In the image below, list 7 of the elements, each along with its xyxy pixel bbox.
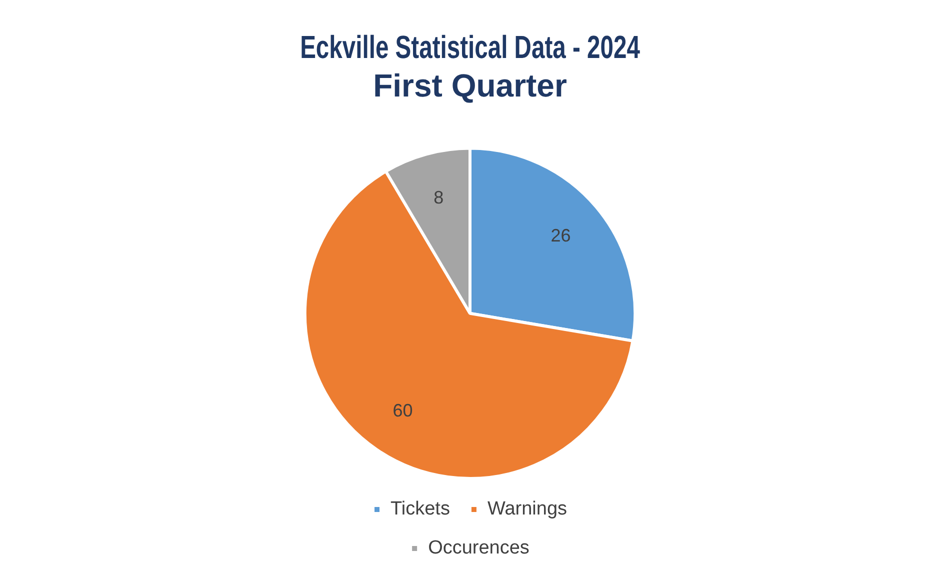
chart-title: Eckville Statistical Data - 2024 First Quarter xyxy=(300,28,640,104)
data-label: 8 xyxy=(434,188,444,208)
legend-label: Tickets xyxy=(390,498,450,520)
legend-label: Occurences xyxy=(428,538,530,559)
data-label: 60 xyxy=(392,400,413,420)
data-label: 26 xyxy=(550,226,571,246)
legend-label: Warnings xyxy=(487,498,568,520)
